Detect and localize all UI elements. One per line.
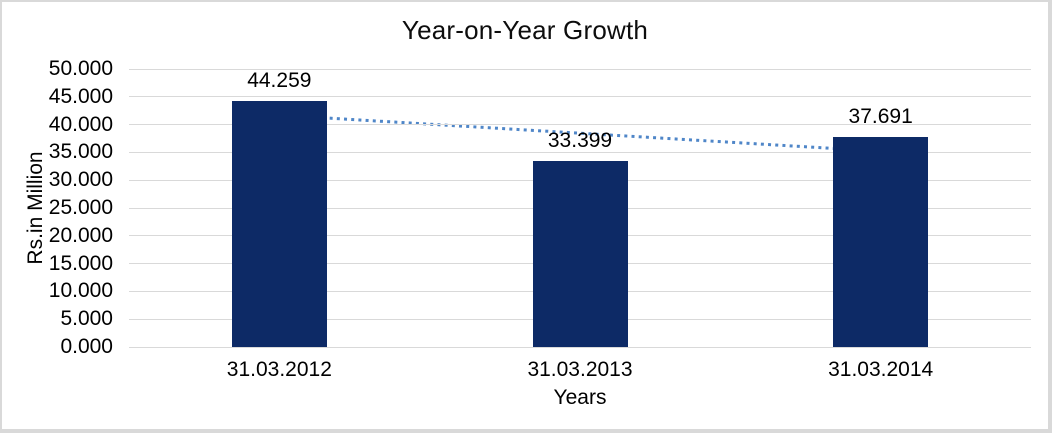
ytick-label: 50.000 xyxy=(48,57,113,80)
ytick-label: 5.000 xyxy=(60,307,113,331)
chart-title: Year-on-Year Growth xyxy=(401,15,649,45)
ytick-label: 0.000 xyxy=(60,335,113,358)
ytick-label: 25.000 xyxy=(48,196,113,219)
gridline-35.000 xyxy=(129,151,1031,153)
gridline-0.000 xyxy=(129,346,1031,348)
bar-31.03.2012 xyxy=(231,100,327,347)
ytick-label: 20.000 xyxy=(48,223,113,247)
bar-value-label: 37.691 xyxy=(848,105,913,129)
bar-value-label: 44.259 xyxy=(247,68,312,92)
ytick-label: 10.000 xyxy=(48,279,113,303)
ytick-label: 40.000 xyxy=(48,112,113,136)
ytick-label: 30.000 xyxy=(48,168,113,192)
ytick-label: 45.000 xyxy=(48,84,113,108)
ytick-label: 15.000 xyxy=(48,251,113,275)
plot-area xyxy=(129,68,1031,348)
category-label: 31.03.2012 xyxy=(226,358,332,381)
bar-value-label: 33.399 xyxy=(547,129,613,153)
bar-31.03.2014 xyxy=(833,137,929,347)
gridline-50.000 xyxy=(129,68,1031,70)
category-label: 31.03.2013 xyxy=(527,358,633,381)
ytick-label: 35.000 xyxy=(48,140,113,164)
category-label: 31.03.2014 xyxy=(828,358,934,381)
gridline-45.000 xyxy=(129,96,1031,98)
x-axis-title: Years xyxy=(553,386,607,409)
gridline-40.000 xyxy=(129,124,1031,126)
bar-31.03.2013 xyxy=(532,161,628,347)
